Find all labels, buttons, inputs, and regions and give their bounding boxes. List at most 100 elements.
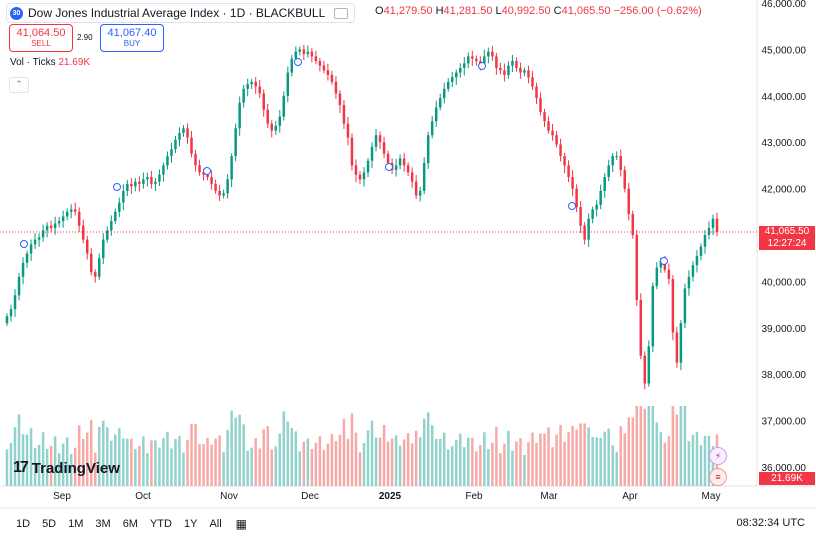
sell-button[interactable]: 41,064.50 SELL — [9, 24, 73, 52]
volume-bar — [190, 423, 193, 486]
volume-legend[interactable]: Vol · Ticks 21.69K — [10, 57, 90, 68]
tradingview-logo[interactable]: 17 TradingView — [13, 459, 120, 477]
candle-body — [294, 51, 298, 59]
candle-body — [85, 239, 89, 254]
candle-body — [262, 93, 265, 110]
high-value: 41,281.50 — [443, 5, 493, 17]
candle-body — [442, 88, 446, 99]
candle-body — [238, 102, 241, 129]
candle-body — [567, 165, 570, 177]
candle-body — [623, 170, 626, 189]
candle-body — [647, 346, 651, 384]
volume-bar — [503, 443, 506, 486]
volume-bar — [683, 406, 687, 486]
collapse-legend-button[interactable]: ⌃ — [9, 77, 29, 93]
timeframe-3m[interactable]: 3M — [95, 518, 111, 530]
volume-bar — [499, 453, 502, 486]
volume-bar — [563, 441, 566, 486]
volume-bar — [126, 438, 129, 486]
timeframe-6m[interactable]: 6M — [122, 518, 138, 530]
last-price-value: 41,065.50 — [764, 226, 810, 237]
price-tick-label: 44,000.00 — [762, 92, 807, 103]
volume-bar — [158, 447, 161, 486]
volume-bar — [611, 445, 614, 486]
timeframe-bar: 1D 5D 1M 3M 6M YTD 1Y All ▦ — [0, 512, 816, 536]
utc-clock[interactable]: 08:32:34 UTC — [736, 517, 805, 529]
candle-body — [667, 269, 671, 280]
candle-body — [118, 202, 121, 212]
candle-body — [663, 260, 667, 270]
candle-body — [114, 211, 117, 222]
candle-body — [451, 77, 454, 82]
tradingview-mark-icon: 17 — [13, 459, 29, 476]
candle-body — [33, 239, 37, 245]
us-flag-icon[interactable]: ≡ — [709, 468, 727, 486]
candle-body — [17, 276, 21, 296]
timeframe-1m[interactable]: 1M — [68, 518, 84, 530]
candle-body — [563, 156, 566, 166]
buy-button[interactable]: 41,067.40 BUY — [100, 24, 164, 52]
volume-bar — [94, 452, 97, 486]
candle-body — [607, 165, 610, 177]
candle-body — [302, 49, 306, 55]
symbol-title[interactable]: Dow Jones Industrial Average Index · 1D … — [28, 6, 326, 20]
candle-body — [45, 225, 49, 231]
volume-bar — [487, 448, 490, 486]
candle-body — [49, 225, 53, 229]
volume-bar — [194, 424, 197, 486]
event-marker-icon — [294, 58, 302, 66]
volume-bar — [398, 445, 402, 486]
candle-body — [406, 165, 410, 173]
timeframe-1y[interactable]: 1Y — [183, 518, 198, 530]
candle-body — [53, 223, 57, 229]
candle-body — [426, 135, 430, 164]
volume-bar — [338, 434, 342, 486]
volume-bar — [29, 428, 33, 486]
symbol-header[interactable]: 30 Dow Jones Industrial Average Index · … — [6, 3, 356, 23]
event-marker-icon — [113, 183, 121, 191]
candle-body — [659, 260, 663, 268]
timeframe-ytd[interactable]: YTD — [149, 518, 172, 530]
candle-body — [575, 188, 578, 208]
candle-body — [89, 253, 93, 273]
volume-bar — [342, 418, 346, 486]
candle-body — [430, 121, 434, 136]
candle-body — [471, 56, 474, 59]
candle-body — [535, 86, 538, 99]
volume-bar — [242, 424, 245, 486]
buy-label: BUY — [123, 39, 141, 48]
volume-bar — [559, 424, 562, 486]
volume-bar — [61, 443, 65, 486]
candle-body — [334, 81, 338, 94]
calendar-icon[interactable]: ▦ — [235, 517, 248, 531]
candle-body — [422, 163, 426, 191]
volume-bar — [655, 422, 659, 486]
high-label: H — [435, 5, 444, 17]
timeframe-1d[interactable]: 1D — [16, 518, 31, 530]
event-marker-icon — [203, 167, 211, 175]
volume-bar — [230, 410, 233, 486]
volume-bar — [627, 417, 630, 486]
candle-body — [446, 81, 450, 89]
volume-bar — [210, 444, 213, 486]
volume-legend-label: Vol · Ticks — [10, 57, 56, 68]
volume-bar — [647, 406, 651, 486]
candle-body — [655, 267, 659, 287]
candle-body — [362, 172, 366, 180]
price-tick-label: 39,000.00 — [762, 324, 807, 335]
candle-body — [559, 144, 562, 157]
compare-icon[interactable] — [334, 7, 349, 19]
volume-bar — [162, 438, 165, 486]
event-marker-icon — [568, 202, 576, 210]
candle-body — [98, 258, 101, 277]
open-value: 41,279.50 — [383, 5, 433, 17]
timeframe-5d[interactable]: 5D — [42, 518, 57, 530]
price-tick-label: 37,000.00 — [762, 417, 807, 428]
timeframe-all[interactable]: All — [209, 518, 222, 530]
volume-bar — [306, 438, 310, 486]
candle-body — [410, 172, 414, 182]
lightning-icon[interactable]: ⚡ — [709, 447, 727, 465]
candle-body — [491, 51, 494, 57]
candle-body — [402, 158, 406, 166]
